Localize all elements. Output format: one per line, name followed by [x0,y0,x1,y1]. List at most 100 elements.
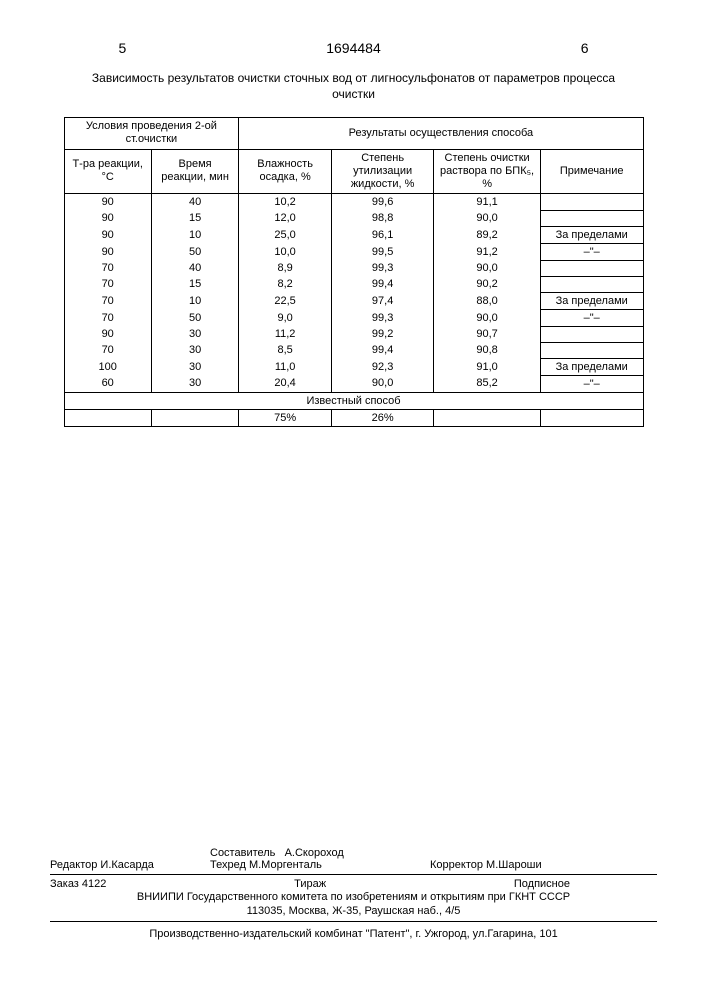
table-row: 70308,599,490,8 [64,342,643,358]
col-time: Время реакции, мин [151,149,238,194]
table-cell: 12,0 [239,210,332,226]
table-cell: 97,4 [331,292,433,309]
podpis: Подписное [514,878,570,890]
table-cell: 11,2 [239,326,332,342]
col-utilization: Степень утилизации жидкости, % [331,149,433,194]
table-cell: 90,0 [331,375,433,392]
institution-line2: 113035, Москва, Ж-35, Раушская наб., 4/5 [50,904,657,918]
table-cell: 89,2 [434,226,541,243]
table-cell: 90 [64,326,151,342]
table-cell: 9,0 [239,309,332,326]
table-cell: 98,8 [331,210,433,226]
table-cell: 91,0 [434,358,541,375]
col-humidity: Влажность осадка, % [239,149,332,194]
table-cell: 99,3 [331,260,433,276]
table-cell: 8,9 [239,260,332,276]
table-cell: 91,1 [434,194,541,211]
corrector-label: Корректор [430,859,483,871]
table-cell: –"– [540,243,643,260]
table-cell: 40 [151,260,238,276]
table-row: 701022,597,488,0За пределами [64,292,643,309]
table-cell [540,326,643,342]
known-c3: 75% [239,409,332,426]
table-row: 904010,299,691,1 [64,194,643,211]
table-row: 901025,096,189,2За пределами [64,226,643,243]
table-cell: 50 [151,243,238,260]
table-cell: 99,3 [331,309,433,326]
techred-name: М.Моргенталь [249,859,322,871]
footer: Редактор И.Касарда Составитель А.Скорохо… [50,847,657,941]
table-row: 70158,299,490,2 [64,276,643,292]
table-cell: 88,0 [434,292,541,309]
table-cell: 15 [151,210,238,226]
table-cell: За пределами [540,358,643,375]
table-cell: 70 [64,292,151,309]
table-cell: 40 [151,194,238,211]
col-group-conditions: Условия проведения 2-ой ст.очистки [64,118,239,149]
table-cell: 90,0 [434,210,541,226]
table-cell [540,194,643,211]
col-group-results: Результаты осуществления способа [239,118,643,149]
doc-number: 1694484 [326,40,381,56]
table-cell: 8,2 [239,276,332,292]
page-left: 5 [119,40,127,56]
table-cell: 99,5 [331,243,433,260]
known-c1 [64,409,151,426]
table-cell: 99,2 [331,326,433,342]
table-cell: 30 [151,342,238,358]
table-cell: 70 [64,276,151,292]
table-cell: 10 [151,226,238,243]
table-cell: 90,0 [434,260,541,276]
table-cell: 25,0 [239,226,332,243]
table-cell: 30 [151,375,238,392]
table-cell: 10 [151,292,238,309]
table-cell: 99,4 [331,342,433,358]
table-cell: 100 [64,358,151,375]
table-cell: 50 [151,309,238,326]
techred-label: Техред [210,859,246,871]
table-row: 1003011,092,391,0За пределами [64,358,643,375]
table-cell: 22,5 [239,292,332,309]
table-cell: 90 [64,226,151,243]
known-c6 [540,409,643,426]
table-cell: 90 [64,210,151,226]
table-cell: 90 [64,243,151,260]
known-method-label: Известный способ [64,392,643,409]
table-cell: За пределами [540,226,643,243]
table-cell: 90,0 [434,309,541,326]
compiler-name: А.Скороход [285,847,344,859]
table-row: 901512,098,890,0 [64,210,643,226]
table-cell: 15 [151,276,238,292]
table-cell: 96,1 [331,226,433,243]
editor-label: Редактор [50,859,97,871]
col-temperature: Т-ра реакции, °C [64,149,151,194]
col-purification: Степень очистки раствора по БПК₅, % [434,149,541,194]
data-table: Условия проведения 2-ой ст.очистки Резул… [64,117,644,426]
table-row: 603020,490,085,2–"– [64,375,643,392]
table-cell: 85,2 [434,375,541,392]
table-row: 903011,299,290,7 [64,326,643,342]
tirazh: Тираж [294,878,326,890]
table-cell: 11,0 [239,358,332,375]
known-c2 [151,409,238,426]
bottom-line: Производственно-издательский комбинат "П… [50,928,657,940]
table-cell: 10,0 [239,243,332,260]
compiler-label: Составитель [210,847,275,859]
table-cell: 70 [64,309,151,326]
editor-name: И.Касарда [100,859,154,871]
table-cell: 10,2 [239,194,332,211]
page-right: 6 [581,40,589,56]
table-row: 905010,099,591,2–"– [64,243,643,260]
table-cell: 90,2 [434,276,541,292]
table-title: Зависимость результатов очистки сточных … [84,71,624,102]
table-cell: 30 [151,326,238,342]
table-cell: 8,5 [239,342,332,358]
table-cell: 99,6 [331,194,433,211]
known-c5 [434,409,541,426]
institution-line1: ВНИИПИ Государственного комитета по изоб… [50,890,657,904]
table-cell: За пределами [540,292,643,309]
table-cell: –"– [540,309,643,326]
table-cell: 90,7 [434,326,541,342]
table-cell: 90 [64,194,151,211]
table-row: 70408,999,390,0 [64,260,643,276]
